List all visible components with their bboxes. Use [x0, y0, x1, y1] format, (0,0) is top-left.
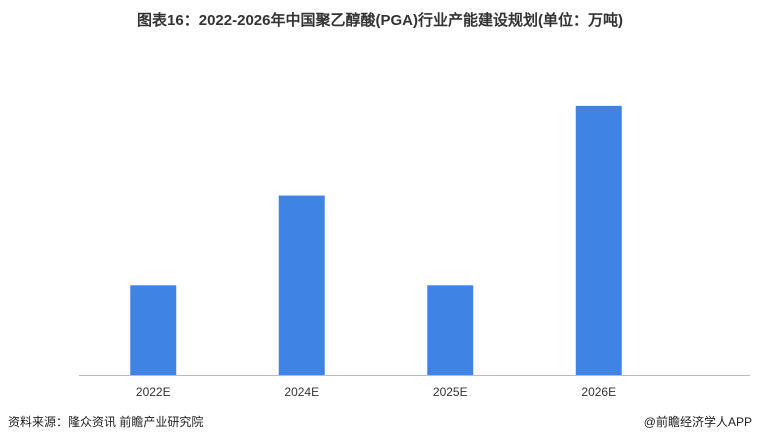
bar [278, 195, 325, 375]
bar [575, 105, 622, 375]
x-tick-label: 2022E [136, 385, 171, 399]
x-tick-label: 2026E [581, 385, 616, 399]
bar [130, 285, 177, 375]
x-tick-label: 2025E [433, 385, 468, 399]
chart-title: 图表16：2022-2026年中国聚乙醇酸(PGA)行业产能建设规划(单位：万吨… [137, 11, 623, 29]
bar [427, 285, 474, 375]
brand: @前瞻经济学人APP [644, 414, 752, 429]
x-tick-label: 2024E [284, 385, 319, 399]
source: 资料来源：隆众资讯 前瞻产业研究院 [8, 414, 203, 429]
